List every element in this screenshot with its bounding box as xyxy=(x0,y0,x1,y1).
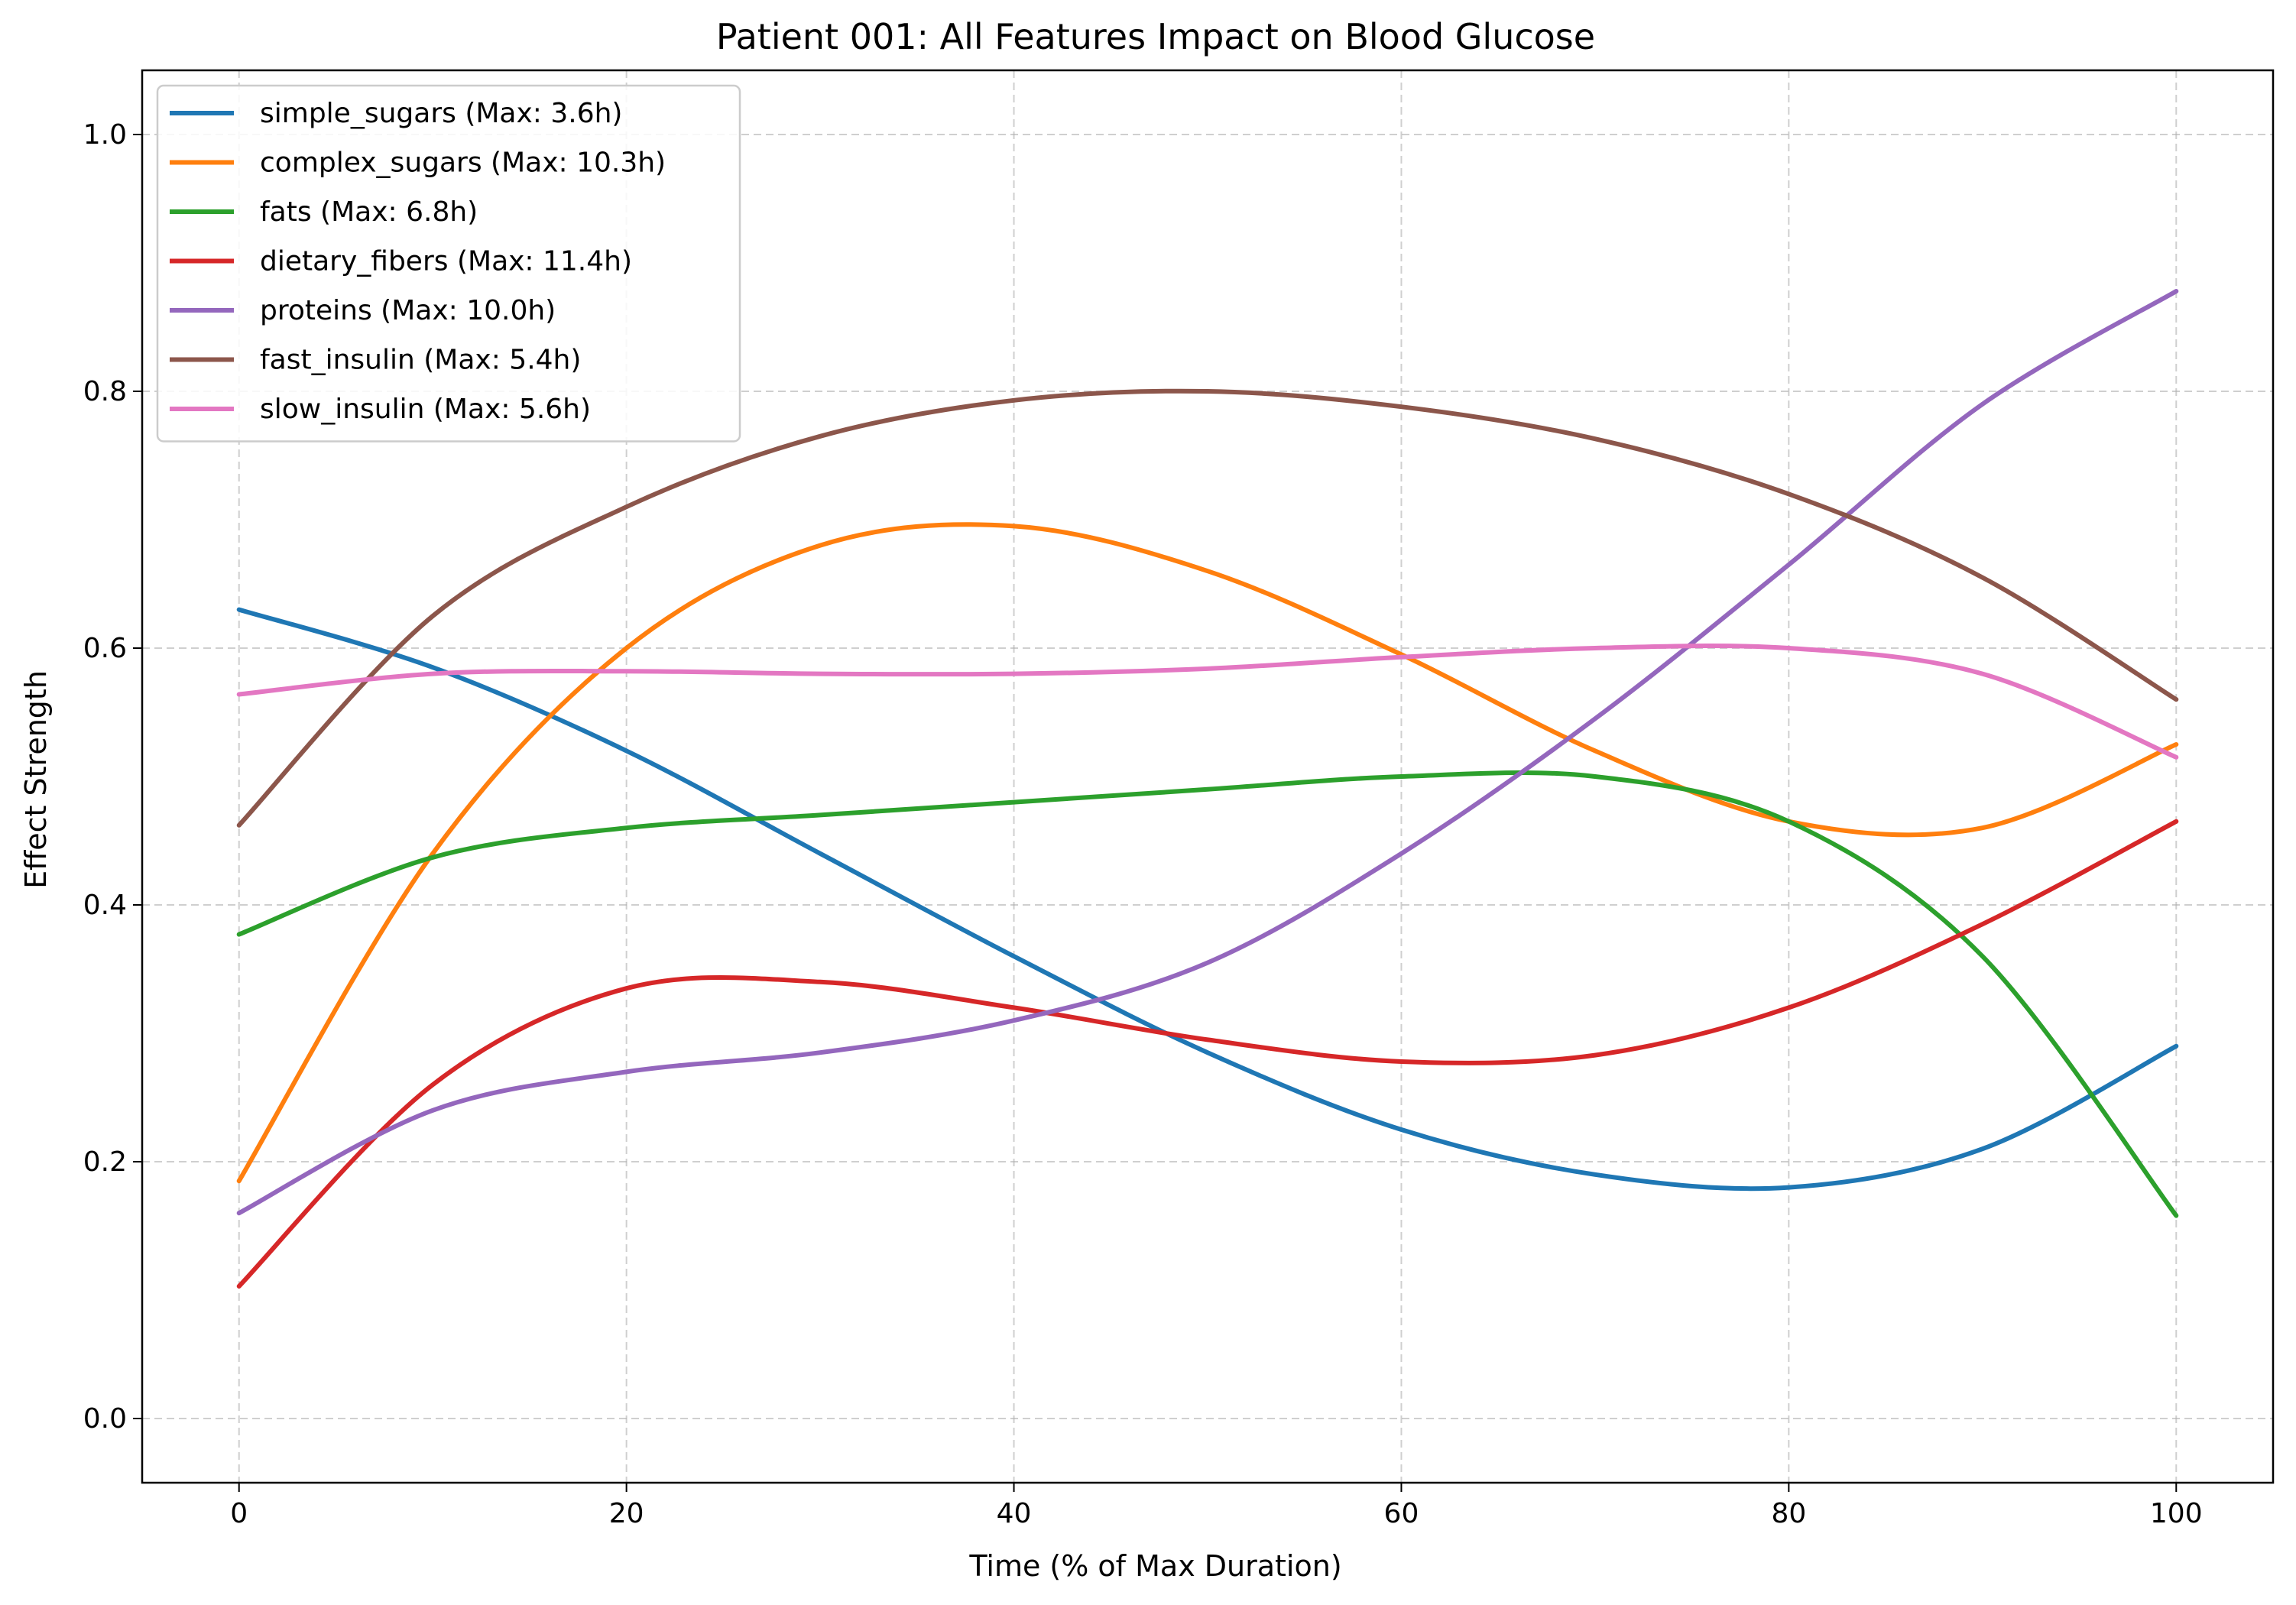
series-line-proteins xyxy=(236,289,2179,1216)
series-line-fats xyxy=(236,770,2179,1218)
legend-label-proteins: proteins (Max: 10.0h) xyxy=(260,295,556,326)
y-tick-label: 0.6 xyxy=(83,633,127,664)
x-tick-label: 100 xyxy=(2150,1498,2203,1529)
legend: simple_sugars (Max: 3.6h) complex_sugars … xyxy=(156,84,741,443)
series-line-simple-sugars xyxy=(236,607,2179,1192)
y-axis-label: Effect Strength xyxy=(19,670,53,889)
series-line-complex-sugars xyxy=(236,522,2179,1184)
y-tick-label: 1.0 xyxy=(83,119,127,151)
x-axis-label: Time (% of Max Duration) xyxy=(968,1549,1341,1583)
x-tick-label: 20 xyxy=(609,1498,644,1529)
series-line-fast-insulin xyxy=(236,388,2179,828)
y-tick-label: 0.8 xyxy=(83,376,127,407)
series-line-slow-insulin xyxy=(236,644,2179,760)
legend-box xyxy=(156,84,741,443)
plot-frame xyxy=(141,69,2275,1484)
legend-label-complex-sugars: complex_sugars (Max: 10.3h) xyxy=(260,148,666,179)
x-tick-label: 80 xyxy=(1771,1498,1806,1529)
x-tick-label: 40 xyxy=(997,1498,1032,1529)
y-tick-label: 0.2 xyxy=(83,1146,127,1178)
legend-label-slow-insulin: slow_insulin (Max: 5.6h) xyxy=(260,394,591,425)
legend-label-simple-sugars: simple_sugars (Max: 3.6h) xyxy=(260,98,622,129)
legend-label-fast-insulin: fast_insulin (Max: 5.4h) xyxy=(260,345,581,376)
series-lines xyxy=(236,289,2179,1289)
y-tick-label: 0.4 xyxy=(83,890,127,921)
x-tick-label: 60 xyxy=(1384,1498,1419,1529)
legend-label-fats: fats (Max: 6.8h) xyxy=(260,196,478,228)
axes: 0 20 40 60 80 100 0.0 0.2 0.4 0.6 0.8 1.0 xyxy=(83,119,2203,1529)
y-tick-label: 0.0 xyxy=(83,1403,127,1435)
chart-title: Patient 001: All Features Impact on Bloo… xyxy=(716,16,1595,57)
series-line-dietary-fibers xyxy=(236,819,2179,1289)
legend-label-dietary-fibers: dietary_fibers (Max: 11.4h) xyxy=(260,246,632,277)
x-tick-label: 0 xyxy=(230,1498,248,1529)
